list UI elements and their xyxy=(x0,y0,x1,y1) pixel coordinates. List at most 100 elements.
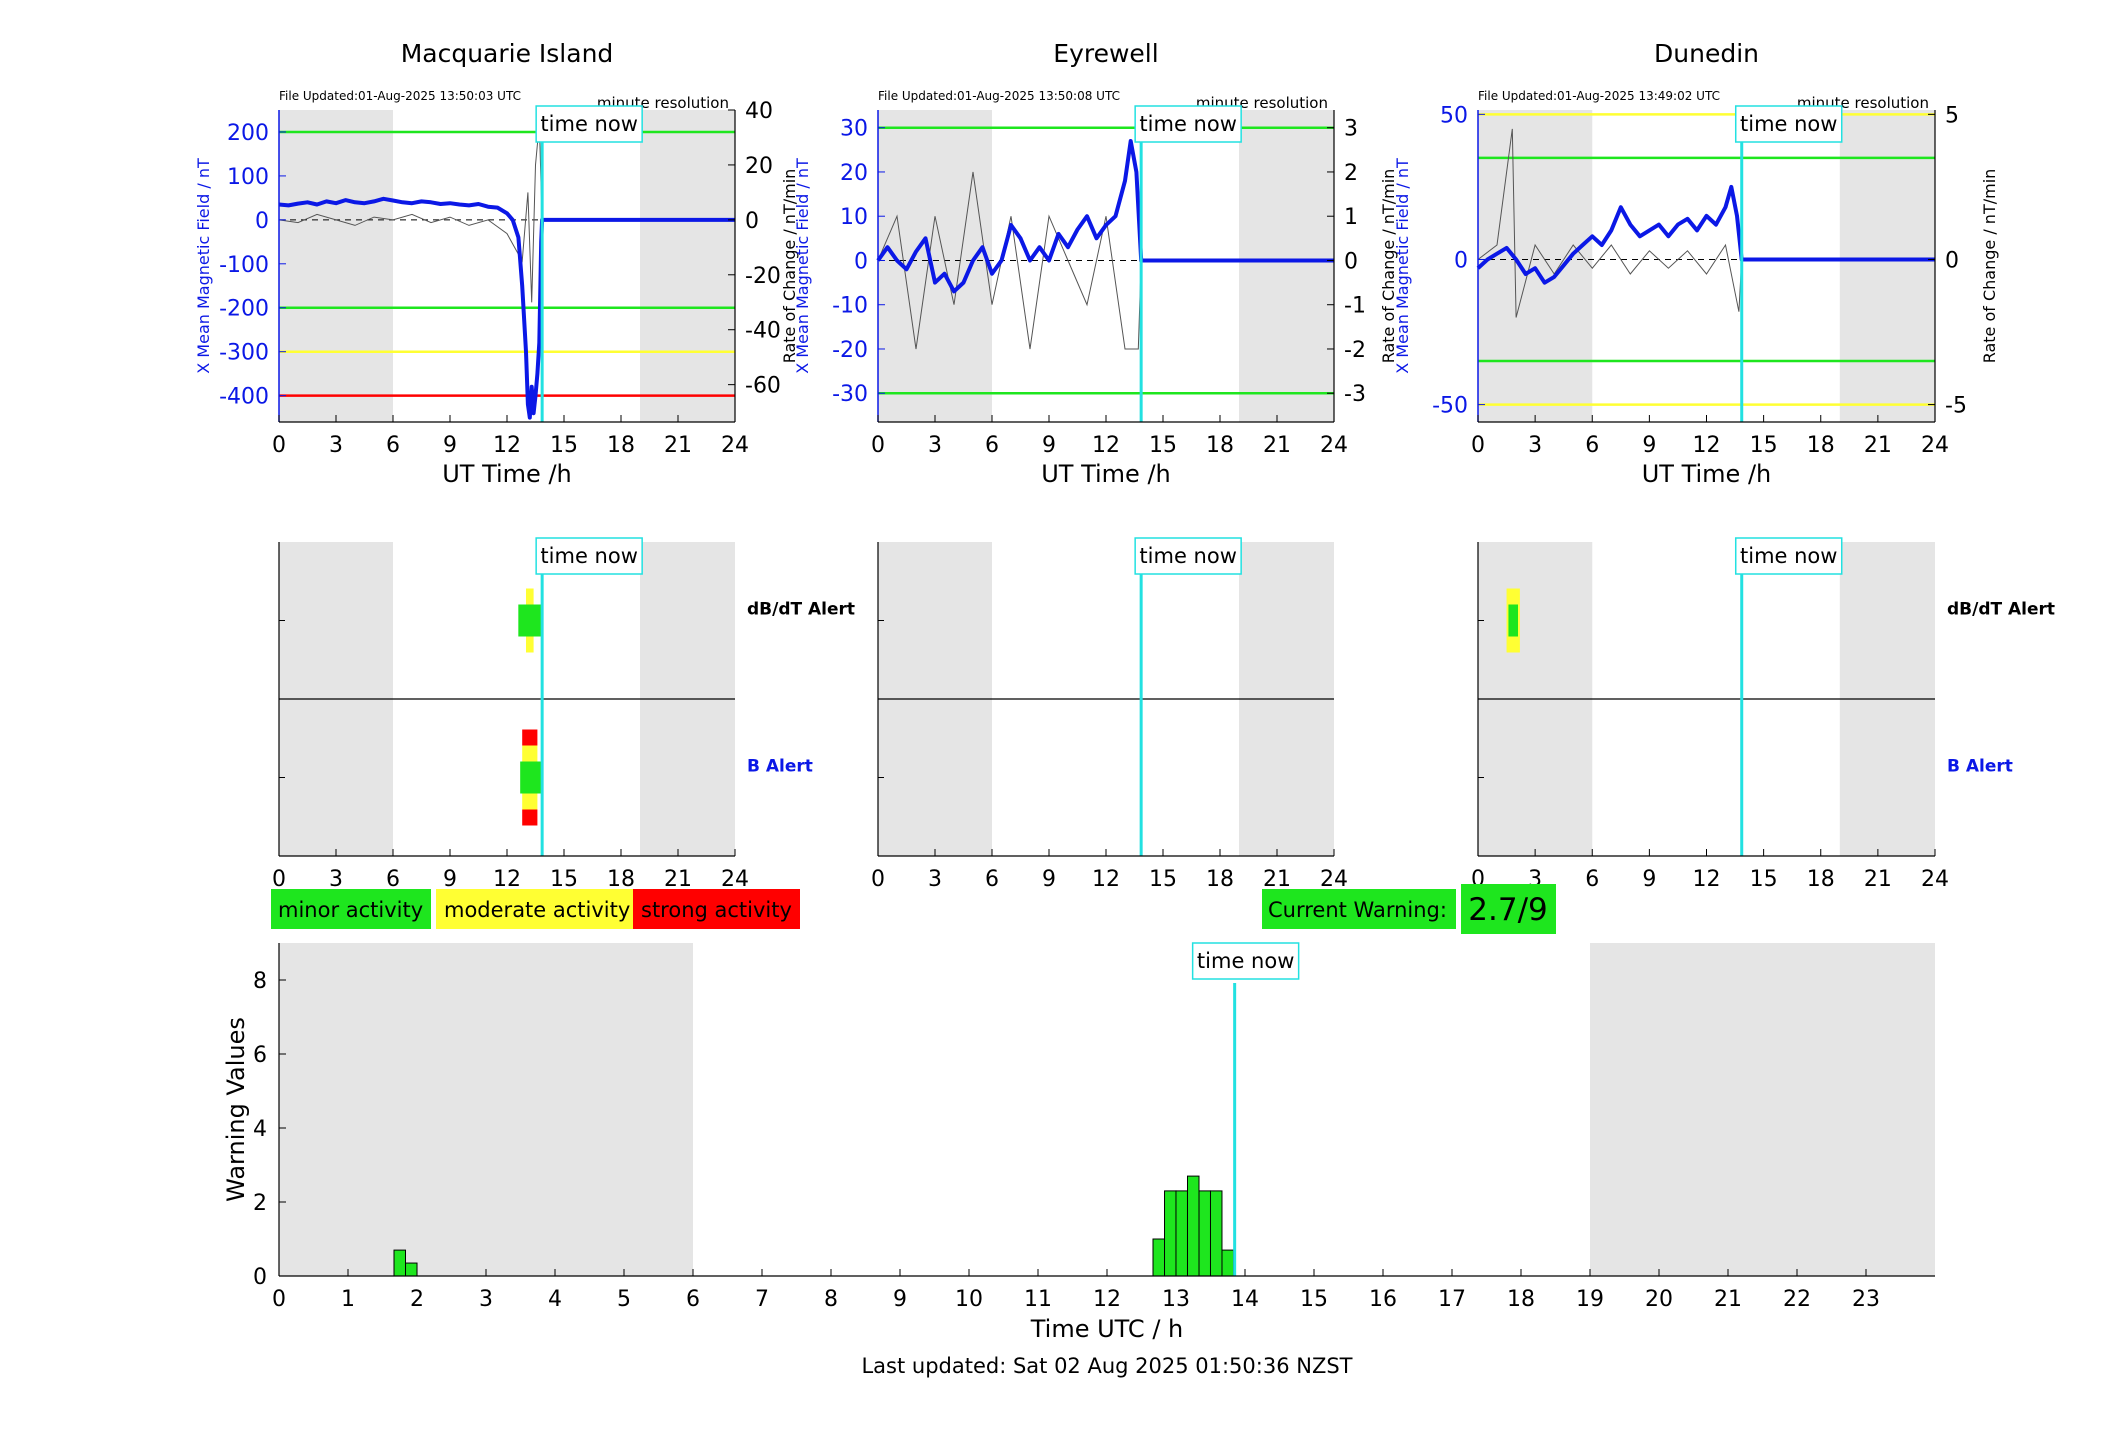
rate-series-line xyxy=(278,123,735,303)
legend-minor-swatch xyxy=(271,889,431,929)
x-axis-label: UT Time /h xyxy=(1642,460,1772,488)
station-panel-1: Eyrewell File Updated:01-Aug-2025 13:50:0… xyxy=(793,39,1398,892)
x-tick-label: 12 xyxy=(493,433,521,458)
right-tick-label: 0 xyxy=(1344,249,1358,274)
last-updated-text: Last updated: Sat 02 Aug 2025 01:50:36 N… xyxy=(861,1354,1352,1378)
warning-y-axis-label: Warning Values xyxy=(222,1017,250,1202)
time-now-label: time now xyxy=(540,112,637,136)
station-title: Eyrewell xyxy=(1053,39,1158,68)
warning-time-now-label: time now xyxy=(1197,949,1294,973)
x-tick-label: 9 xyxy=(443,433,457,458)
left-tick-label: 20 xyxy=(840,161,868,186)
legend-moderate-swatch xyxy=(436,889,633,929)
warning-x-tick-label: 23 xyxy=(1852,1287,1880,1312)
y-right-axis-label: Rate of Change / nT/min xyxy=(780,169,799,364)
x-tick-label: 24 xyxy=(721,433,749,458)
x-tick-label: 0 xyxy=(272,433,286,458)
right-tick-label: 40 xyxy=(745,99,773,124)
right-tick-label: -3 xyxy=(1344,382,1366,407)
rate-series-line xyxy=(1477,128,1935,318)
file-updated-text: File Updated:01-Aug-2025 13:50:08 UTC xyxy=(878,89,1120,103)
warning-x-tick-label: 2 xyxy=(410,1287,424,1312)
b-alert-bar-minor xyxy=(520,761,544,794)
right-tick-label: 5 xyxy=(1945,103,1959,128)
alert-x-tick-label: 0 xyxy=(871,867,885,892)
left-tick-label: -400 xyxy=(219,385,269,410)
alert-x-tick-label: 6 xyxy=(386,867,400,892)
x-tick-label: 3 xyxy=(1528,433,1542,458)
right-tick-label: -1 xyxy=(1344,294,1366,319)
right-tick-label: 20 xyxy=(745,154,773,179)
x-tick-label: 6 xyxy=(985,433,999,458)
warning-x-tick-label: 5 xyxy=(617,1287,631,1312)
warning-bar xyxy=(405,1262,418,1277)
left-tick-label: 10 xyxy=(840,205,868,230)
legend-strong-swatch xyxy=(633,889,800,929)
alert-x-tick-label: 24 xyxy=(1320,867,1348,892)
x-tick-label: 15 xyxy=(550,433,578,458)
activity-legend: minor activity moderate activity strong ac… xyxy=(271,889,800,929)
y-right-axis-label: Rate of Change / nT/min xyxy=(1980,169,1999,364)
warning-y-tick-label: 2 xyxy=(253,1191,267,1216)
alert-x-tick-label: 21 xyxy=(1263,867,1291,892)
x-tick-label: 6 xyxy=(386,433,400,458)
dbdt-alert-label: dB/dT Alert xyxy=(747,600,855,620)
b-alert-bar-strong xyxy=(522,809,538,826)
y-left-axis-label: X Mean Magnetic Field / nT xyxy=(793,158,812,374)
y-left-axis-label: X Mean Magnetic Field / nT xyxy=(1393,158,1412,374)
x-tick-label: 15 xyxy=(1149,433,1177,458)
legend-minor-label: minor activity xyxy=(278,898,423,922)
warning-y-tick-label: 4 xyxy=(253,1117,267,1142)
field-series-line xyxy=(1476,184,1935,285)
x-tick-label: 24 xyxy=(1320,433,1348,458)
warning-x-tick-label: 19 xyxy=(1576,1287,1604,1312)
alert-time-now-label: time now xyxy=(1740,544,1837,568)
warning-y-tick-label: 0 xyxy=(253,1265,267,1290)
warning-x-tick-label: 4 xyxy=(548,1287,562,1312)
alert-x-tick-label: 9 xyxy=(1042,867,1056,892)
x-tick-label: 18 xyxy=(607,433,635,458)
left-tick-label: 30 xyxy=(840,117,868,142)
current-warning-label: Current Warning: xyxy=(1268,898,1447,922)
left-tick-label: 200 xyxy=(227,121,269,146)
x-tick-label: 3 xyxy=(928,433,942,458)
time-now-label: time now xyxy=(1740,112,1837,136)
y-right-axis-label: Rate of Change / nT/min xyxy=(1379,169,1398,364)
station-panel-0: Macquarie Island File Updated:01-Aug-2025… xyxy=(194,39,855,892)
legend-moderate-label: moderate activity xyxy=(444,898,630,922)
field-series-line xyxy=(876,139,1334,294)
x-tick-label: 0 xyxy=(871,433,885,458)
dbdt-alert-bar-minor xyxy=(518,604,544,637)
right-tick-label: 0 xyxy=(745,209,759,234)
warning-x-tick-label: 20 xyxy=(1645,1287,1673,1312)
night-shade xyxy=(279,110,393,422)
alert-x-tick-label: 15 xyxy=(1750,867,1778,892)
left-tick-label: 50 xyxy=(1440,103,1468,128)
b-alert-bar-strong xyxy=(522,729,538,746)
alert-x-tick-label: 15 xyxy=(1149,867,1177,892)
file-updated-text: File Updated:01-Aug-2025 13:49:02 UTC xyxy=(1478,89,1720,103)
right-tick-label: 0 xyxy=(1945,248,1959,273)
current-warning-value-box xyxy=(1461,884,1556,934)
alert-x-tick-label: 15 xyxy=(550,867,578,892)
warning-x-tick-label: 10 xyxy=(955,1287,983,1312)
warning-bar xyxy=(1152,1238,1166,1277)
warning-x-tick-label: 16 xyxy=(1369,1287,1397,1312)
time-now-box xyxy=(1734,105,1843,143)
warning-night-shade xyxy=(1590,943,1935,1276)
warning-x-axis-label: Time UTC / h xyxy=(1030,1315,1184,1343)
x-tick-label: 3 xyxy=(329,433,343,458)
time-now-label: time now xyxy=(1139,112,1236,136)
x-tick-label: 21 xyxy=(664,433,692,458)
left-tick-label: 0 xyxy=(854,249,868,274)
warning-bar xyxy=(1209,1190,1223,1277)
alert-x-tick-label: 9 xyxy=(1642,867,1656,892)
warning-x-tick-label: 18 xyxy=(1507,1287,1535,1312)
x-axis-label: UT Time /h xyxy=(442,460,572,488)
right-tick-label: -20 xyxy=(745,264,781,289)
x-tick-label: 15 xyxy=(1750,433,1778,458)
right-tick-label: -5 xyxy=(1945,394,1967,419)
x-axis-label: UT Time /h xyxy=(1041,460,1171,488)
warning-x-tick-label: 7 xyxy=(755,1287,769,1312)
alert-x-tick-label: 6 xyxy=(985,867,999,892)
